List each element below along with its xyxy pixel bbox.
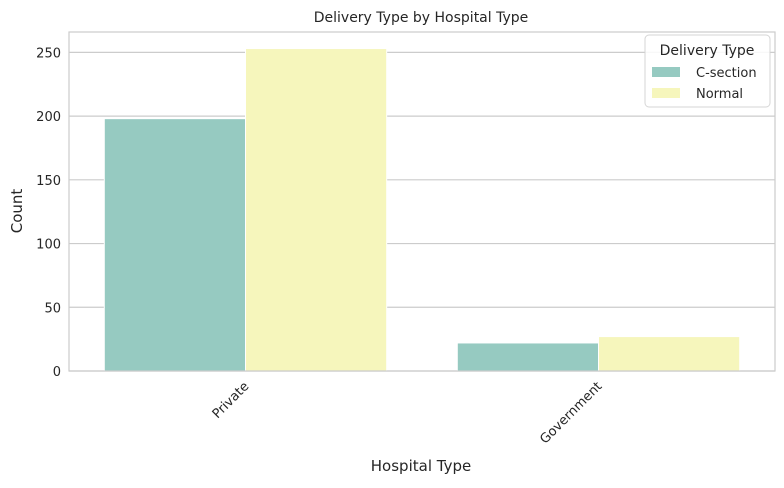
x-tick-label: Government bbox=[537, 379, 605, 447]
x-axis-label: Hospital Type bbox=[371, 457, 471, 475]
y-axis-label: Count bbox=[8, 189, 26, 234]
legend-label-c-section: C-section bbox=[696, 66, 757, 81]
x-tick-labels: Private Government bbox=[210, 379, 606, 447]
bar-c-section-private bbox=[103, 118, 246, 372]
legend-swatch-c-section bbox=[652, 67, 680, 77]
y-tick-labels: 0 50 100 150 200 250 bbox=[36, 46, 61, 380]
y-tick-label: 150 bbox=[36, 174, 61, 189]
legend-label-normal: Normal bbox=[696, 87, 743, 102]
plot-frame bbox=[68, 31, 776, 372]
legend-title: Delivery Type bbox=[660, 43, 755, 59]
bar-normal-private bbox=[245, 48, 388, 372]
bar-c-section-government bbox=[456, 342, 599, 372]
x-tick-label: Private bbox=[210, 379, 253, 422]
bar-normal-government bbox=[598, 336, 741, 372]
legend: Delivery Type C-section Normal bbox=[644, 34, 771, 108]
y-tick-label: 100 bbox=[36, 238, 61, 253]
y-tick-label: 0 bbox=[53, 365, 61, 380]
y-tick-label: 250 bbox=[36, 46, 61, 61]
y-tick-label: 200 bbox=[36, 110, 61, 125]
y-tick-label: 50 bbox=[44, 301, 61, 316]
legend-swatch-normal bbox=[652, 88, 680, 98]
chart-title: Delivery Type by Hospital Type bbox=[314, 10, 529, 26]
bars bbox=[103, 48, 741, 372]
